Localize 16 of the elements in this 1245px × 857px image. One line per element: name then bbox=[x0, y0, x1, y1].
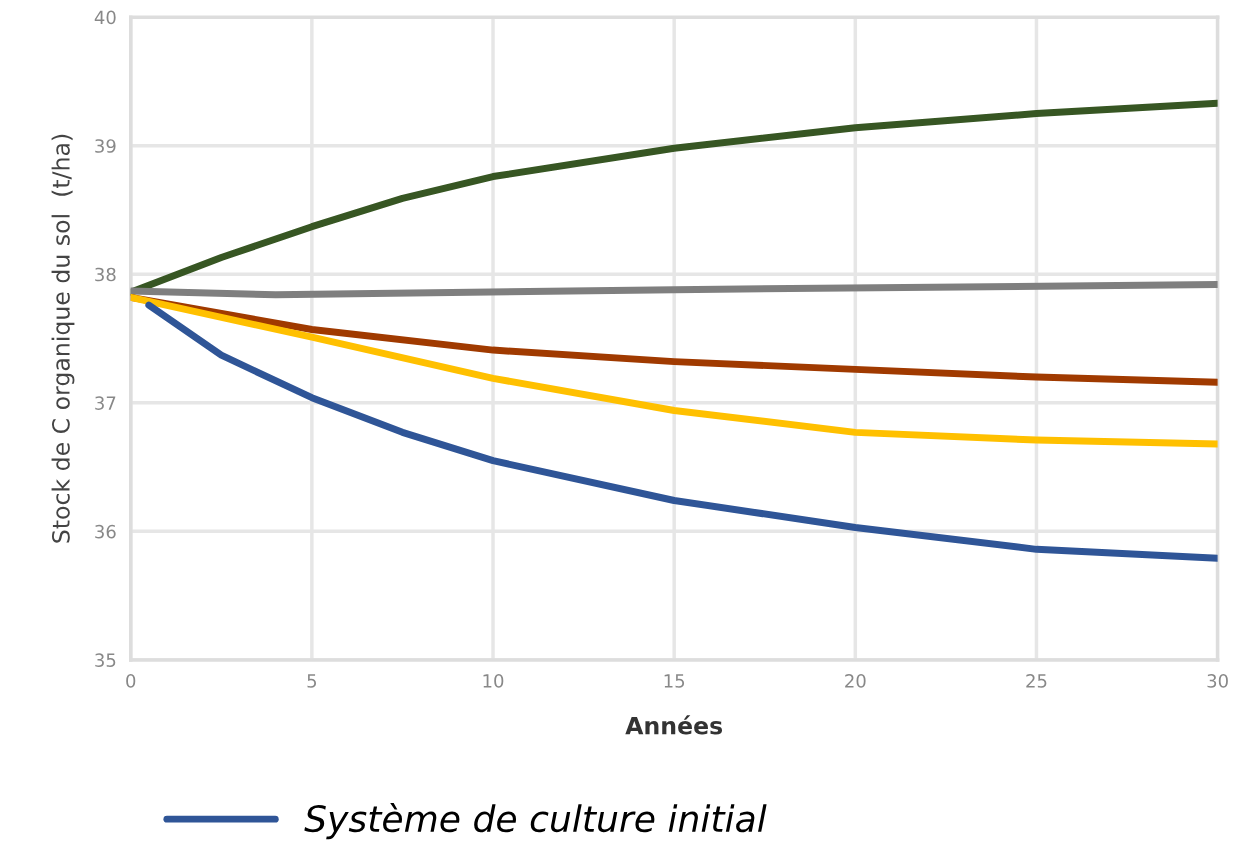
y-tick-label: 40 bbox=[94, 10, 116, 25]
x-tick-label: 30 bbox=[1207, 674, 1228, 688]
x-axis-title: Années bbox=[625, 715, 723, 735]
x-tick-label: 25 bbox=[1026, 674, 1047, 688]
y-tick-label: 35 bbox=[95, 653, 116, 668]
x-tick-label: 10 bbox=[483, 674, 504, 688]
y-tick-label: 36 bbox=[95, 524, 116, 539]
y-tick-label: 39 bbox=[95, 139, 116, 153]
y-tick-label: 37 bbox=[95, 396, 116, 410]
y-tick-label: 38 bbox=[95, 267, 116, 282]
legend-label: Système de culture initial bbox=[304, 802, 767, 840]
x-tick-label: 0 bbox=[126, 674, 136, 688]
x-tick-label: 5 bbox=[307, 674, 317, 688]
x-tick-label: 20 bbox=[845, 674, 866, 688]
y-axis-title: Stock de C organique du sol (t/ha) bbox=[51, 134, 75, 543]
x-tick-label: 15 bbox=[664, 674, 685, 688]
